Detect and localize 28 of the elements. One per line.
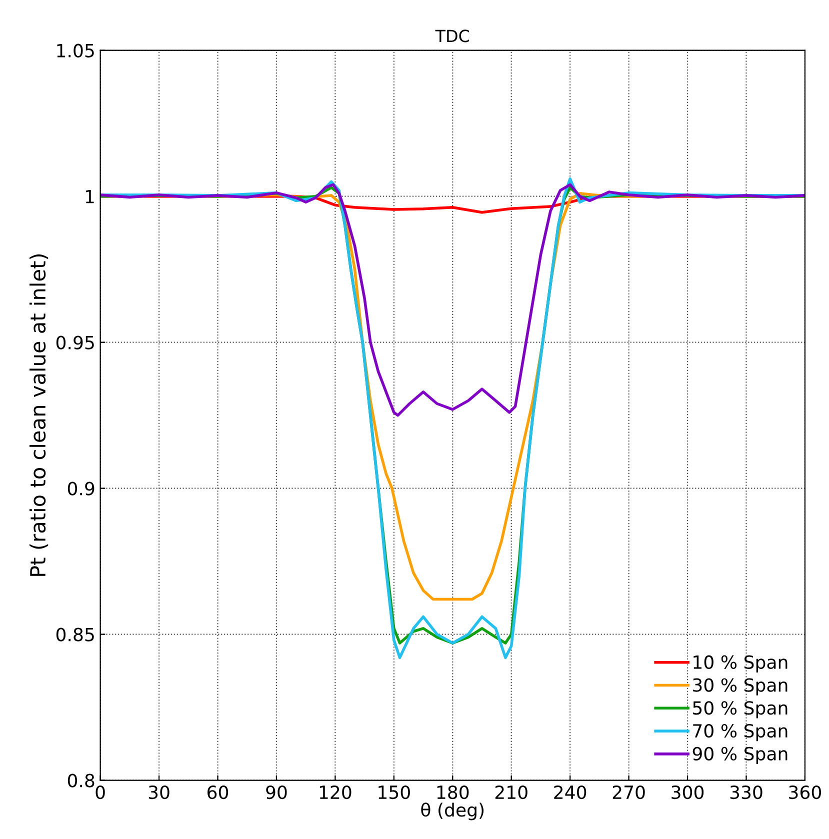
x-tick-label: 210: [495, 785, 528, 800]
x-tick-label: 90: [266, 785, 287, 800]
legend-label: 10 % Span: [694, 655, 788, 672]
x-tick-label: 300: [672, 785, 704, 800]
x-tick-label: 360: [789, 785, 821, 800]
x-axis-title: θ (deg): [421, 802, 484, 820]
x-tick-label: 240: [554, 785, 586, 800]
x-tick-label: 60: [208, 785, 228, 800]
x-tick-label: 180: [437, 785, 469, 800]
y-tick-label: 0.95: [56, 336, 94, 350]
y-tick-label: 1: [86, 190, 94, 204]
y-tick-label: 0.8: [68, 774, 94, 788]
x-tick-label: 150: [378, 785, 410, 800]
y-tick-label: 1.05: [57, 44, 94, 58]
x-tick-label: 270: [612, 785, 645, 800]
x-tick-label: 30: [148, 785, 170, 800]
legend-label: 30 % Span: [693, 678, 788, 696]
legend-label: 70 % Span: [693, 724, 788, 742]
x-tick-label: 330: [730, 785, 762, 800]
chart-title: TDC: [435, 30, 470, 42]
x-tick-label: 120: [320, 785, 352, 800]
x-tick-label: 0: [96, 785, 105, 800]
y-axis-title: Pt (ratio to clean value at inlet): [30, 254, 48, 576]
line-series: [100, 183, 805, 417]
legend-label: 90 % Span: [692, 746, 788, 764]
y-tick-label: 0.9: [68, 482, 94, 496]
y-tick-label: 0.85: [56, 628, 94, 642]
legend-label: 50 % Span: [693, 701, 788, 718]
